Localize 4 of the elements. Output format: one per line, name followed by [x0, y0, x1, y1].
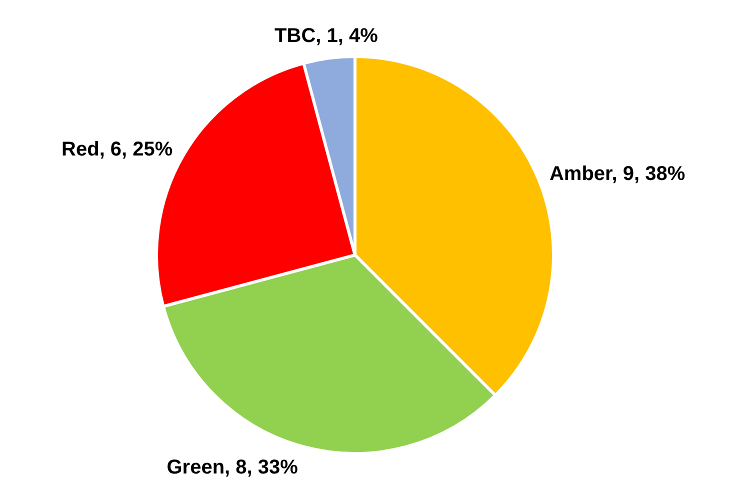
slice-label: Red, 6, 25% [62, 138, 173, 160]
slice-label: TBC, 1, 4% [274, 24, 378, 47]
slice-label: Green, 8, 33% [166, 456, 298, 478]
slice-label: Amber, 9, 38% [549, 162, 686, 185]
